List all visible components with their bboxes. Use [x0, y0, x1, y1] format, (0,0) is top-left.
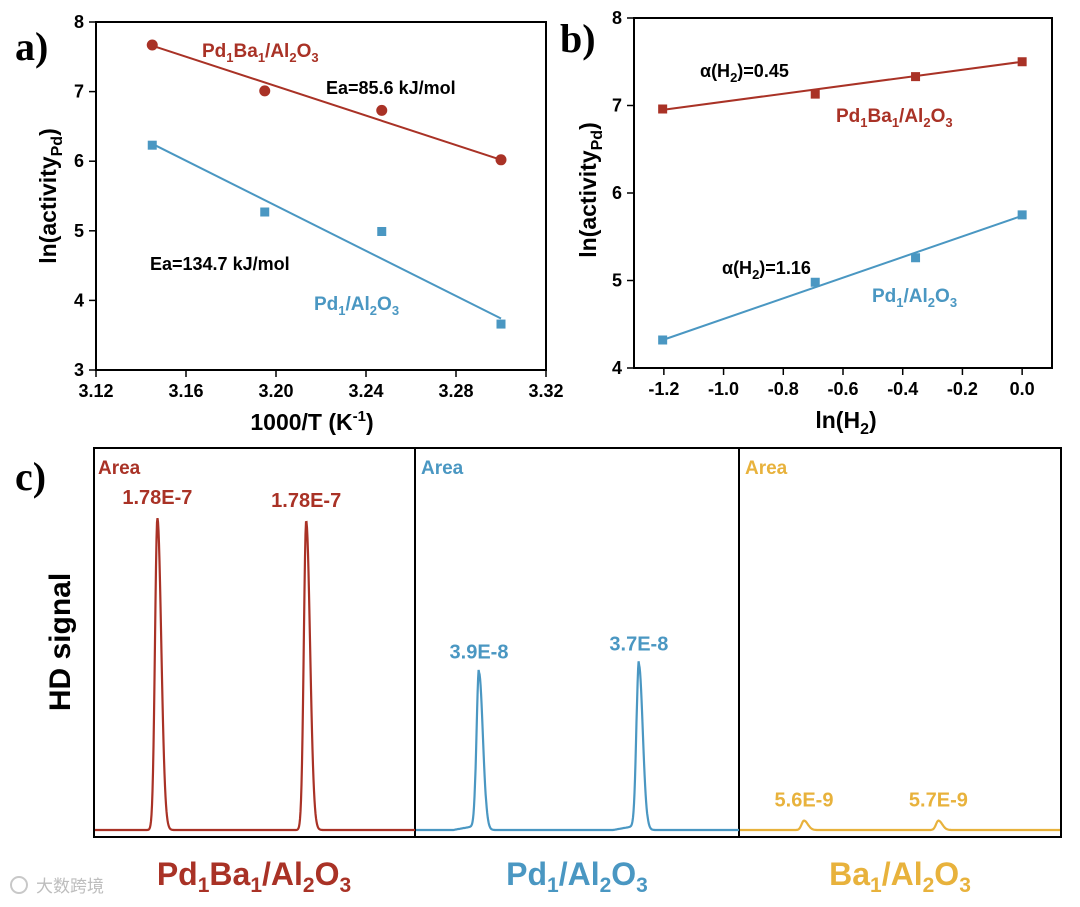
panel-c-sample-label-ba1: Ba1/Al2O3: [829, 856, 971, 897]
panel-c-sample-label-pd1: Pd1/Al2O3: [506, 856, 648, 897]
panel-b-xtick-label: -0.2: [947, 379, 978, 399]
panel-c-area-label-pd1: Area: [421, 458, 464, 479]
panel-c-peak-labels: 1.78E-7 1.78E-7 3.9E-8 3.7E-8 5.6E-9 5.7E-9: [122, 487, 968, 812]
panel-a-point-0-1: [259, 85, 271, 97]
panel-a-point-1-2: [377, 226, 387, 236]
panel-a-ytick-label: 6: [74, 151, 84, 171]
panel-b-point-0-3: [1017, 57, 1027, 67]
panel-a-ylabel: ln(activityPd): [35, 128, 66, 264]
panel-c-peak-label-0-0: 1.78E-7: [122, 487, 192, 509]
panel-b-alpha-pd1: α(H2)=1.16: [722, 258, 811, 282]
panel-a-label-pd1ba1: Pd1Ba1/Al2O3: [202, 41, 319, 65]
panel-b-xtick-label: -0.8: [768, 379, 799, 399]
panel-c-ylabel: HD signal: [44, 573, 77, 711]
panel-b-label-pd1: Pd1/Al2O3: [872, 286, 957, 310]
panel-b-point-1-1: [810, 277, 820, 287]
panel-b-letter: b): [560, 16, 596, 61]
panel-a-ea-pd1ba1: Ea=85.6 kJ/mol: [326, 78, 456, 98]
panel-b-axes: [633, 17, 1053, 369]
panel-b-point-1-3: [1017, 210, 1027, 220]
watermark-text: 大数跨境: [36, 877, 104, 897]
panel-a-ea-pd1: Ea=134.7 kJ/mol: [150, 254, 290, 274]
panel-a-xtick-label: 3.12: [78, 381, 113, 401]
panel-b-ytick-label: 7: [612, 96, 622, 116]
panel-b-fit-line-0: [662, 60, 1023, 111]
panel-c-trace-0: [95, 517, 415, 832]
panel-b-points: [658, 57, 1027, 345]
panel-a-xlabel: 1000/T (K-1): [250, 408, 373, 435]
panel-a-fit-lines: [151, 44, 502, 320]
panel-a-xtick-label: 3.20: [258, 381, 293, 401]
panel-c-area-label-ba1: Area: [745, 458, 788, 479]
panel-a-ytick-label: 4: [74, 290, 84, 310]
panel-b-xtick-label: -0.4: [887, 379, 918, 399]
panel-a-point-1-1: [260, 207, 270, 217]
panel-a-point-0-2: [376, 104, 388, 116]
panel-b-point-1-0: [658, 335, 668, 345]
panel-b-xtick-label: -0.6: [827, 379, 858, 399]
panel-b-point-1-2: [911, 253, 921, 263]
panel-a-points: [146, 39, 507, 329]
panel-a-ytick-label: 3: [74, 360, 84, 380]
panel-a-xtick-label: 3.28: [438, 381, 473, 401]
panel-b-ytick-label: 4: [612, 358, 622, 378]
panel-b-xlabel: ln(H2): [815, 407, 876, 438]
panel-a-ytick-label: 5: [74, 221, 84, 241]
panel-c-peak-label-1-0: 3.9E-8: [450, 641, 509, 663]
panel-a: a) 3.12 3.16 3.20 3.24 3.28 3.32 3 4 5 6 7 8 Pd1Ba1…: [15, 12, 564, 435]
panel-a-letter: a): [15, 24, 48, 69]
panel-c-traces: [95, 517, 1060, 832]
panel-a-ticks: 3.12 3.16 3.20 3.24 3.28 3.32 3 4 5 6 7 8: [74, 12, 564, 401]
panel-b-ytick-label: 6: [612, 183, 622, 203]
panel-a-point-0-3: [495, 154, 507, 166]
panel-b-ytick-label: 8: [612, 8, 622, 28]
panel-b-ticks: -1.2 -1.0 -0.8 -0.6 -0.4 -0.2 0.0 4 5 6 7 8: [612, 8, 1035, 399]
panel-c-frame: [93, 447, 1062, 838]
panel-a-axes: [95, 21, 547, 371]
panel-b-ytick-label: 5: [612, 271, 622, 291]
panel-a-ytick-label: 8: [74, 12, 84, 32]
panel-a-fit-line-1: [151, 142, 502, 320]
panel-c-sample-label-pd1ba1: Pd1Ba1/Al2O3: [157, 856, 351, 897]
panel-c-peak-label-2-1: 5.7E-9: [909, 790, 968, 812]
watermark-logo-icon: [10, 876, 28, 894]
panel-b-fit-lines: [662, 60, 1023, 341]
watermark: 大数跨境: [10, 876, 104, 897]
panel-b-xtick-label: -1.2: [648, 379, 679, 399]
panel-b-point-0-0: [658, 104, 668, 114]
panel-a-ytick-label: 7: [74, 82, 84, 102]
panel-c-letter: c): [15, 454, 46, 499]
panel-b-point-0-2: [911, 72, 921, 82]
panel-b-xtick-label: 0.0: [1010, 379, 1035, 399]
panel-c-peak-label-0-1: 1.78E-7: [271, 490, 341, 512]
panel-a-xtick-label: 3.16: [168, 381, 203, 401]
panel-a-point-0-0: [146, 39, 158, 51]
panel-c: c) HD signal Area Area Area 1.78E-7 1.78E…: [15, 447, 1062, 897]
panel-b-xtick-label: -1.0: [708, 379, 739, 399]
panel-a-label-pd1: Pd1/Al2O3: [314, 294, 399, 318]
panel-a-point-1-0: [147, 140, 157, 150]
panel-a-fit-line-0: [151, 44, 502, 161]
panel-b-label-pd1ba1: Pd1Ba1/Al2O3: [836, 106, 953, 130]
panel-b-point-0-1: [810, 89, 820, 99]
panel-b: b) -1.2 -1.0 -0.8 -0.6 -0.4 -0.2 0.0 4 5 6 7 8 α(H2…: [560, 8, 1053, 438]
panel-b-fit-line-1: [662, 214, 1023, 341]
panel-b-alpha-pd1ba1: α(H2)=0.45: [700, 61, 789, 85]
panel-c-trace-1: [416, 661, 739, 832]
panel-c-peak-label-1-1: 3.7E-8: [609, 634, 668, 656]
panel-a-point-1-3: [496, 319, 506, 329]
panel-c-trace-2: [740, 819, 1060, 832]
panel-b-ylabel: ln(activityPd): [575, 122, 606, 258]
panel-a-xtick-label: 3.32: [528, 381, 563, 401]
panel-a-xtick-label: 3.24: [348, 381, 383, 401]
panel-c-area-label-pd1ba1: Area: [98, 458, 141, 479]
panel-c-peak-label-2-0: 5.6E-9: [775, 790, 834, 812]
